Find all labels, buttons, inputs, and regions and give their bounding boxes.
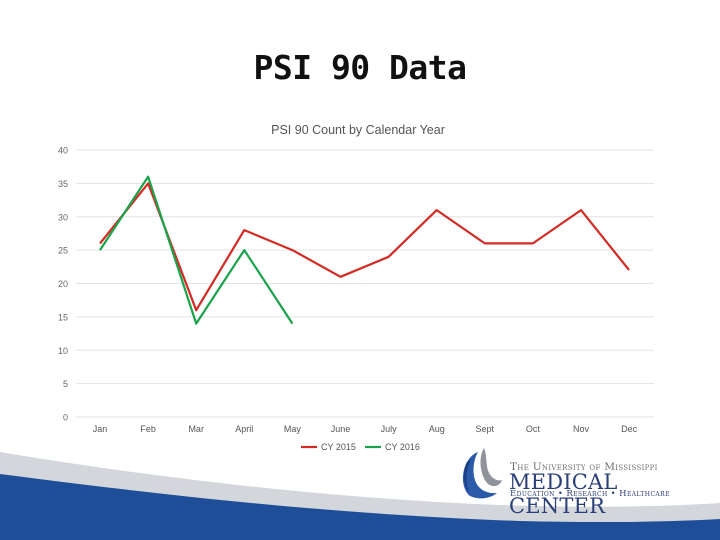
- x-tick-label: Nov: [573, 424, 590, 434]
- footer-blue-swoosh: [0, 474, 720, 540]
- x-tick-label: Sept: [476, 424, 495, 434]
- y-tick-label: 20: [58, 279, 68, 289]
- x-tick-label: Feb: [140, 424, 156, 434]
- x-tick-label: June: [331, 424, 351, 434]
- x-tick-label: Aug: [429, 424, 445, 434]
- legend-label: CY 2016: [385, 442, 420, 452]
- y-axis-ticks: 0 5 10 15 20 25 30 35 40: [58, 146, 68, 423]
- y-tick-label: 25: [58, 246, 68, 256]
- y-tick-label: 30: [58, 212, 68, 222]
- y-tick-label: 15: [58, 312, 68, 322]
- x-axis-ticks: Jan Feb Mar April May June July Aug Sept Oct Nov De…: [93, 424, 638, 434]
- line-chart: PSI 90 Count by Calendar Year 0 5 10 15 20 25…: [58, 123, 654, 452]
- y-tick-label: 40: [58, 146, 68, 156]
- legend: CY 2015 CY 2016: [301, 442, 420, 452]
- y-tick-label: 10: [58, 346, 68, 356]
- x-tick-label: July: [381, 424, 398, 434]
- series-lines: [99, 175, 630, 325]
- chart-title: PSI 90 Count by Calendar Year: [271, 123, 445, 137]
- logo-medical-center-text: MEDICAL CENTER: [509, 470, 618, 518]
- x-tick-label: Dec: [621, 424, 638, 434]
- x-tick-label: Mar: [188, 424, 204, 434]
- logo-university-text: The University of Mississippi: [510, 461, 658, 473]
- series-line: [99, 175, 294, 325]
- y-tick-label: 5: [63, 379, 68, 389]
- x-tick-label: May: [284, 424, 302, 434]
- series-line: [99, 182, 630, 312]
- x-tick-label: Oct: [526, 424, 541, 434]
- x-tick-label: Jan: [93, 424, 108, 434]
- slide-title: PSI 90 Data: [253, 48, 467, 87]
- medical-center-emblem: [463, 448, 502, 499]
- y-tick-label: 35: [58, 179, 68, 189]
- logo-tagline-text: Education • Research • Healthcare: [510, 489, 670, 499]
- y-tick-label: 0: [63, 413, 68, 423]
- x-tick-label: April: [235, 424, 253, 434]
- legend-label: CY 2015: [321, 442, 356, 452]
